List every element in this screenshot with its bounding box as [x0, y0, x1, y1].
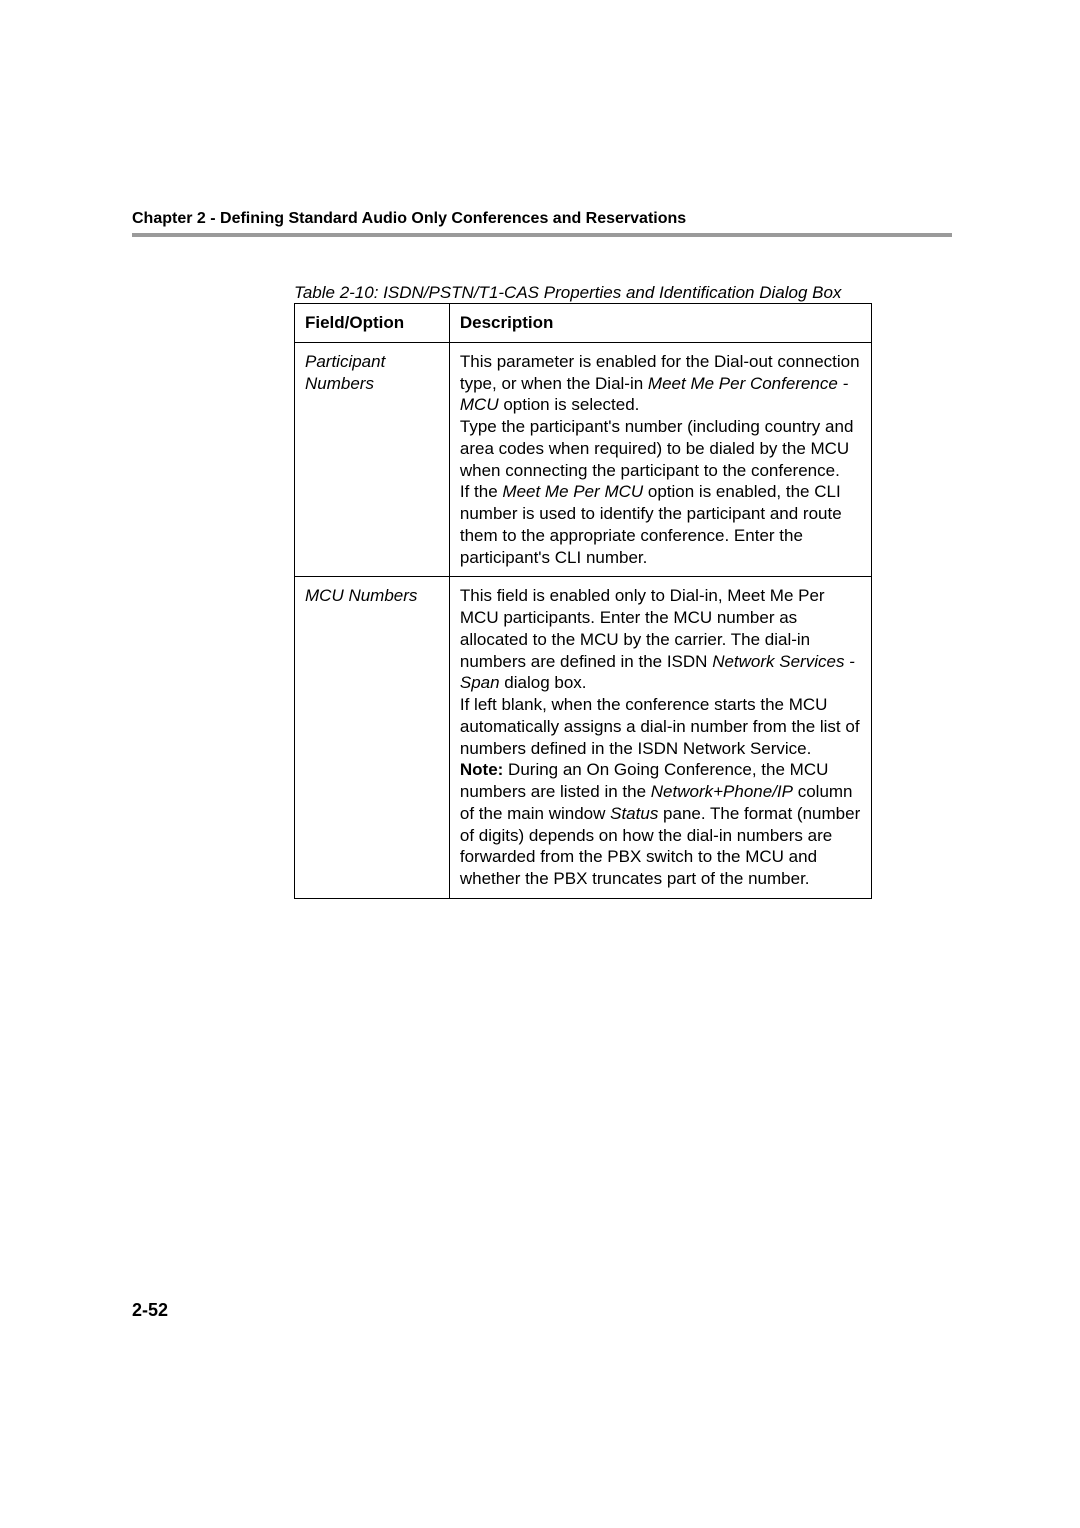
table-row: MCU Numbers This field is enabled only t… [295, 577, 872, 899]
col-header-field-option: Field/Option [295, 304, 450, 343]
cell-desc-participant-numbers: This parameter is enabled for the Dial-o… [449, 342, 871, 577]
properties-table: Field/Option Description Participant Num… [294, 303, 872, 899]
field-line-2: Numbers [305, 374, 374, 393]
desc-text: dialog box. [500, 673, 587, 692]
cell-field-mcu-numbers: MCU Numbers [295, 577, 450, 899]
desc-text: If left blank, when the conference start… [460, 695, 860, 758]
desc-text-italic: Status [610, 804, 658, 823]
desc-text: option is selected. [499, 395, 640, 414]
table-header-row: Field/Option Description [295, 304, 872, 343]
desc-text-bold: Note: [460, 760, 503, 779]
document-page: Chapter 2 - Defining Standard Audio Only… [0, 0, 1080, 1528]
header-rule [132, 233, 952, 237]
table-caption: Table 2-10: ISDN/PSTN/T1-CAS Properties … [294, 283, 841, 303]
desc-text: If the [460, 482, 503, 501]
chapter-header: Chapter 2 - Defining Standard Audio Only… [132, 210, 686, 228]
page-number: 2-52 [132, 1300, 168, 1321]
desc-text-italic: Network+Phone/IP [651, 782, 793, 801]
cell-field-participant-numbers: Participant Numbers [295, 342, 450, 577]
desc-text: Type the participant's number (including… [460, 417, 854, 480]
table-row: Participant Numbers This parameter is en… [295, 342, 872, 577]
cell-desc-mcu-numbers: This field is enabled only to Dial-in, M… [449, 577, 871, 899]
field-line-1: Participant [305, 352, 385, 371]
desc-text-italic: Meet Me Per MCU [502, 482, 643, 501]
col-header-description: Description [449, 304, 871, 343]
